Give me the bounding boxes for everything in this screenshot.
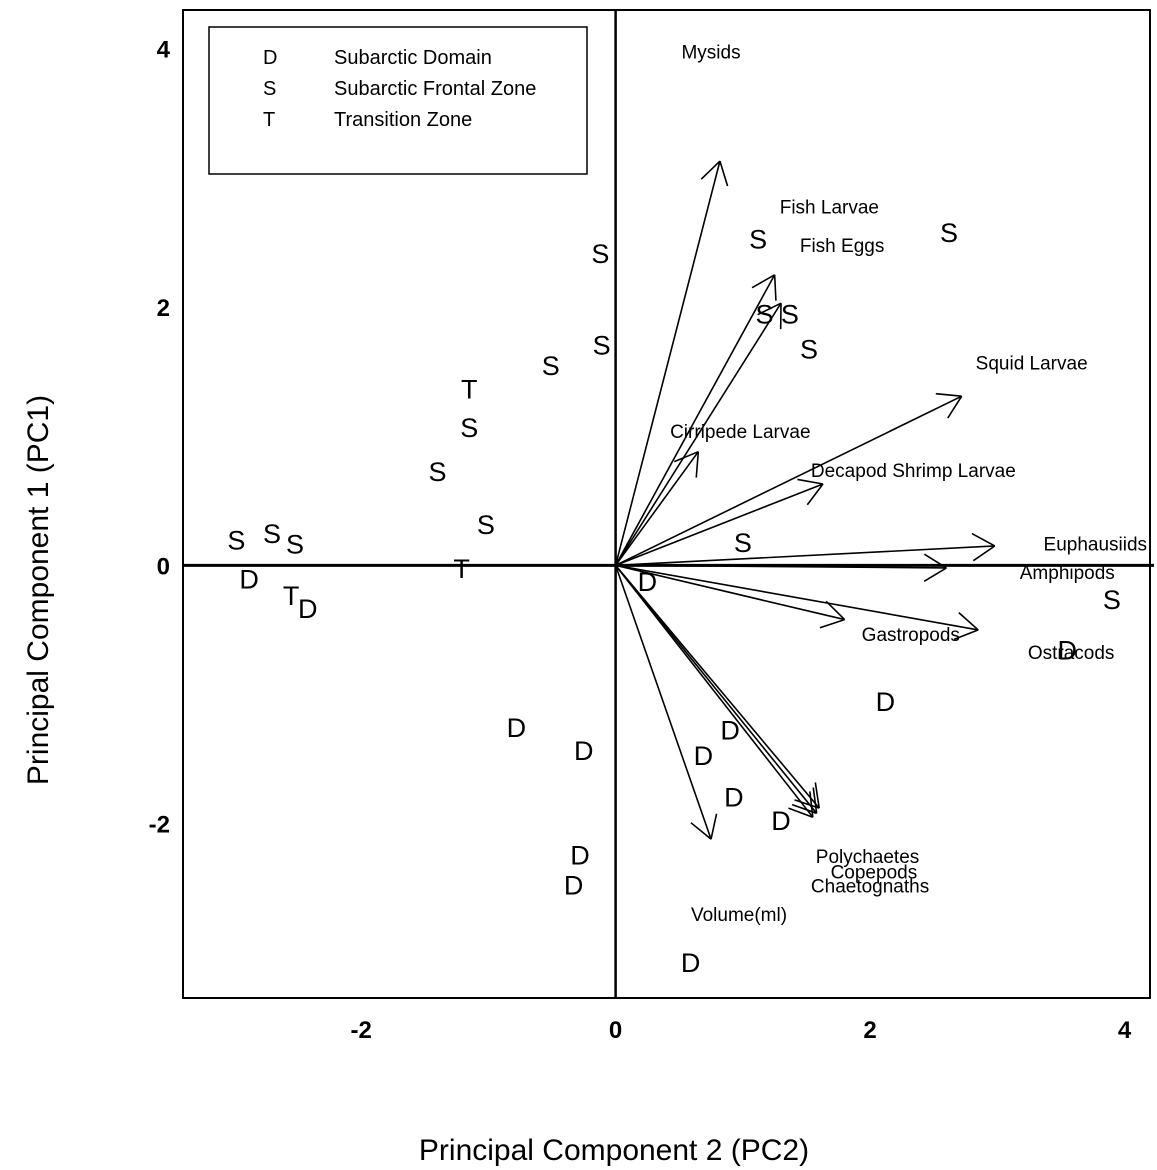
loading-labels: Mysids Fish Larvae Fish Eggs Squid Larvae Ci… <box>670 42 1147 926</box>
legend-symbol-s: S <box>263 78 276 100</box>
loading-label-ostracods: Ostracods <box>1028 643 1115 664</box>
x-tick-label: -2 <box>350 1017 371 1044</box>
loading-arrow-decapod-shrimp-larvae <box>615 478 824 567</box>
point-s: S <box>781 300 799 330</box>
loading-label-fish-eggs: Fish Eggs <box>800 236 884 257</box>
point-d: D <box>574 736 594 766</box>
point-t: T <box>461 374 478 404</box>
y-tick-label: 2 <box>157 295 170 322</box>
loading-label-mysids: Mysids <box>681 42 740 63</box>
loading-arrow-mysids <box>614 160 729 566</box>
y-tick-label: 4 <box>157 37 171 64</box>
legend-box <box>208 26 588 175</box>
loading-label-polychaetes: Polychaetes <box>816 847 920 868</box>
point-s: S <box>1103 585 1121 615</box>
point-d: D <box>1058 635 1078 665</box>
point-d: D <box>771 806 791 836</box>
loading-label-squid-larvae: Squid Larvae <box>976 354 1088 375</box>
loading-arrow-squid-larvae <box>615 392 963 567</box>
point-s: S <box>227 526 245 556</box>
point-s: S <box>460 413 478 443</box>
loading-arrow-volume-ml <box>614 565 718 840</box>
loading-arrow-fish-eggs <box>614 302 782 566</box>
point-s: S <box>800 334 818 364</box>
x-tick-label: 0 <box>609 1017 622 1044</box>
legend-symbol-d: D <box>263 47 277 69</box>
legend-label-transition-zone: Transition Zone <box>334 109 472 131</box>
loading-vectors <box>614 160 996 840</box>
y-tick-label: 0 <box>157 553 170 580</box>
point-d: D <box>694 741 714 771</box>
loading-label-chaetognaths: Chaetognaths <box>811 877 929 898</box>
tick-labels: -2 0 2 4 -2 0 2 4 <box>149 37 1132 1044</box>
point-s: S <box>286 529 304 559</box>
loading-label-euphausiids: Euphausiids <box>1044 534 1148 555</box>
legend: D Subarctic Domain S Subarctic Frontal Z… <box>208 26 588 175</box>
point-d: D <box>638 567 658 597</box>
point-s: S <box>734 528 752 558</box>
legend-symbol-t: T <box>263 109 275 131</box>
loading-label-decapod-shrimp-larvae: Decapod Shrimp Larvae <box>811 461 1016 482</box>
loading-arrow-chaetognaths <box>614 564 814 818</box>
loading-arrow-gastropods <box>615 564 846 629</box>
point-d: D <box>239 564 259 594</box>
y-axis-label: Principal Component 1 (PC1) <box>22 395 55 785</box>
point-d: D <box>681 948 701 978</box>
point-d: D <box>507 713 527 743</box>
loading-arrow-copepods <box>614 564 818 815</box>
point-d: D <box>724 783 744 813</box>
loading-arrow-cirripede-larvae <box>614 450 700 566</box>
loading-label-volume-ml: Volume(ml) <box>691 905 787 926</box>
loading-arrow-amphipods <box>615 553 947 583</box>
point-d: D <box>570 841 590 871</box>
plot-frame <box>182 9 1151 999</box>
loading-label-fish-larvae: Fish Larvae <box>780 197 879 218</box>
point-s: S <box>542 351 560 381</box>
point-s: S <box>477 510 495 540</box>
point-s: S <box>940 218 958 248</box>
point-s: S <box>593 330 611 360</box>
x-axis-label: Principal Component 2 (PC2) <box>419 1134 809 1167</box>
x-tick-label: 4 <box>1118 1017 1132 1044</box>
loading-label-gastropods: Gastropods <box>862 625 960 646</box>
point-d: D <box>720 715 740 745</box>
point-d: D <box>876 687 896 717</box>
point-d: D <box>564 870 584 900</box>
loading-arrow-euphausiids <box>615 532 996 567</box>
point-s: S <box>428 457 446 487</box>
loading-label-amphipods: Amphipods <box>1020 563 1115 584</box>
point-s: S <box>755 300 773 330</box>
point-d: D <box>298 594 318 624</box>
legend-label-subarctic-frontal-zone: Subarctic Frontal Zone <box>334 78 536 100</box>
legend-label-subarctic-domain: Subarctic Domain <box>334 47 492 69</box>
point-t: T <box>453 554 470 584</box>
point-s: S <box>263 519 281 549</box>
point-s: S <box>749 225 767 255</box>
loading-label-cirripede-larvae: Cirripede Larvae <box>670 422 810 443</box>
x-tick-label: 2 <box>863 1017 876 1044</box>
loading-arrow-ostracods <box>615 564 979 641</box>
loading-label-copepods: Copepods <box>831 862 918 883</box>
y-tick-label: -2 <box>149 812 170 839</box>
loading-arrow-fish-larvae <box>614 274 777 566</box>
point-t: T <box>283 581 300 611</box>
point-s: S <box>591 239 609 269</box>
